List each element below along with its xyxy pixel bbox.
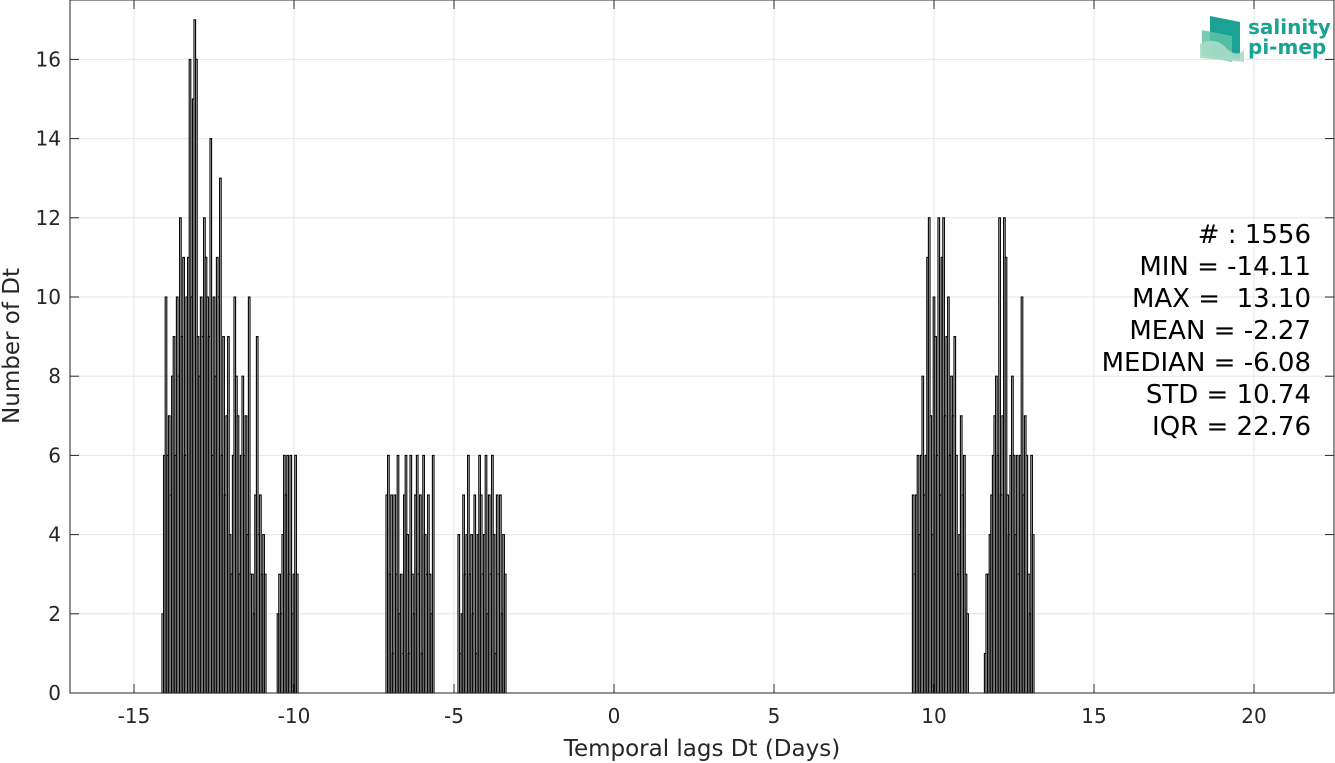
y-tick-label: 6 xyxy=(48,443,61,467)
y-tick-label: 16 xyxy=(36,47,61,71)
x-tick-label: 20 xyxy=(1241,704,1266,728)
x-tick-label: -10 xyxy=(278,704,311,728)
y-tick-label: 12 xyxy=(36,206,61,230)
logo-wave-icon xyxy=(1200,16,1244,62)
logo-line1: salinity xyxy=(1248,15,1331,39)
x-tick-label: 0 xyxy=(608,704,621,728)
stats-box: # : 1556 MIN = -14.11 MAX = 13.10 MEAN =… xyxy=(1102,220,1311,442)
x-axis-label: Temporal lags Dt (Days) xyxy=(563,736,840,762)
y-tick-label: 2 xyxy=(48,602,61,626)
histogram-bar xyxy=(966,613,969,694)
histogram-bar xyxy=(1031,534,1035,694)
y-tick-label: 14 xyxy=(36,127,61,151)
axis-ticks: -15 -10 -5 0 5 10 15 20 0 2 4 6 8 10 12 14 16 xyxy=(36,0,1334,728)
salinity-pimep-logo: salinity pi-mep xyxy=(1200,15,1331,62)
y-axis-label: Number of Dt xyxy=(0,268,25,424)
stat-iqr: IQR = 22.76 xyxy=(1152,412,1311,442)
y-tick-label: 8 xyxy=(48,364,61,388)
stat-mean: MEAN = -2.27 xyxy=(1129,316,1311,346)
stat-median: MEDIAN = -6.08 xyxy=(1102,348,1311,378)
x-tick-label: -5 xyxy=(444,704,464,728)
x-tick-label: 5 xyxy=(768,704,781,728)
stat-min: MIN = -14.11 xyxy=(1139,252,1311,282)
plot-frame xyxy=(69,0,1335,694)
y-tick-label: 0 xyxy=(48,681,61,705)
x-tick-label: -15 xyxy=(118,704,151,728)
stat-std: STD = 10.74 xyxy=(1146,380,1311,410)
histogram-bar xyxy=(431,454,435,694)
stat-max: MAX = 13.10 xyxy=(1132,284,1311,314)
y-tick-label: 4 xyxy=(48,523,61,547)
x-tick-label: 15 xyxy=(1081,704,1106,728)
histogram-bar xyxy=(295,573,299,694)
histogram-bar xyxy=(263,573,267,694)
logo-line2: pi-mep xyxy=(1248,35,1326,59)
x-tick-label: 10 xyxy=(921,704,946,728)
histogram-bar xyxy=(503,573,507,694)
stat-count: # : 1556 xyxy=(1198,220,1311,250)
y-tick-label: 10 xyxy=(36,285,61,309)
